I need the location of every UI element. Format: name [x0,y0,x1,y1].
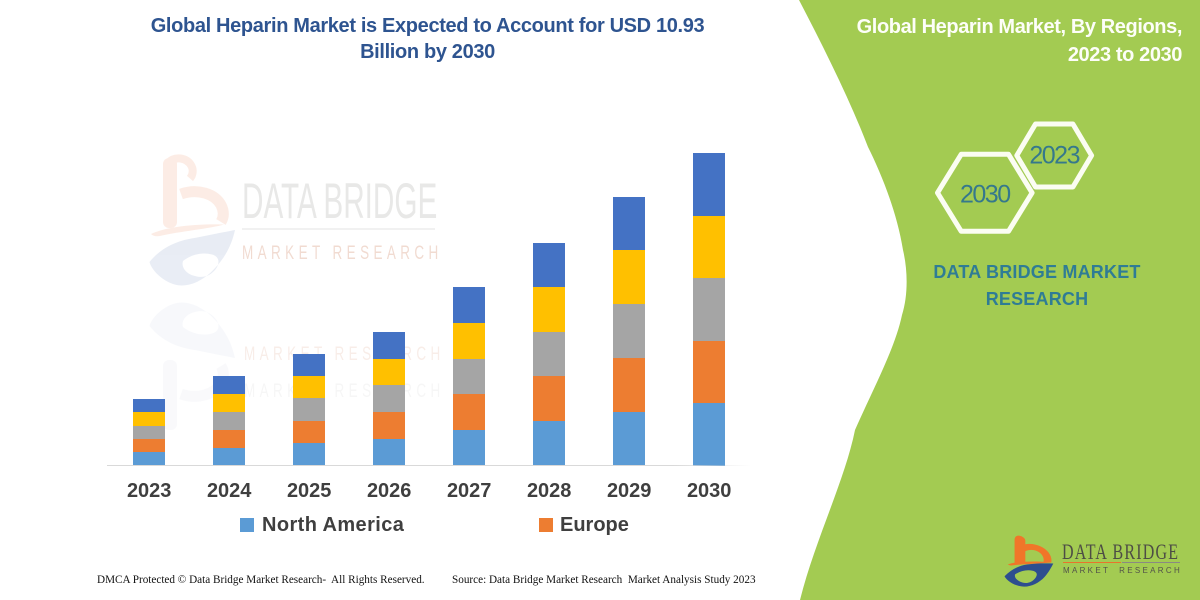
svg-text:2030: 2030 [960,181,1010,209]
svg-text:2023: 2023 [1029,142,1079,170]
